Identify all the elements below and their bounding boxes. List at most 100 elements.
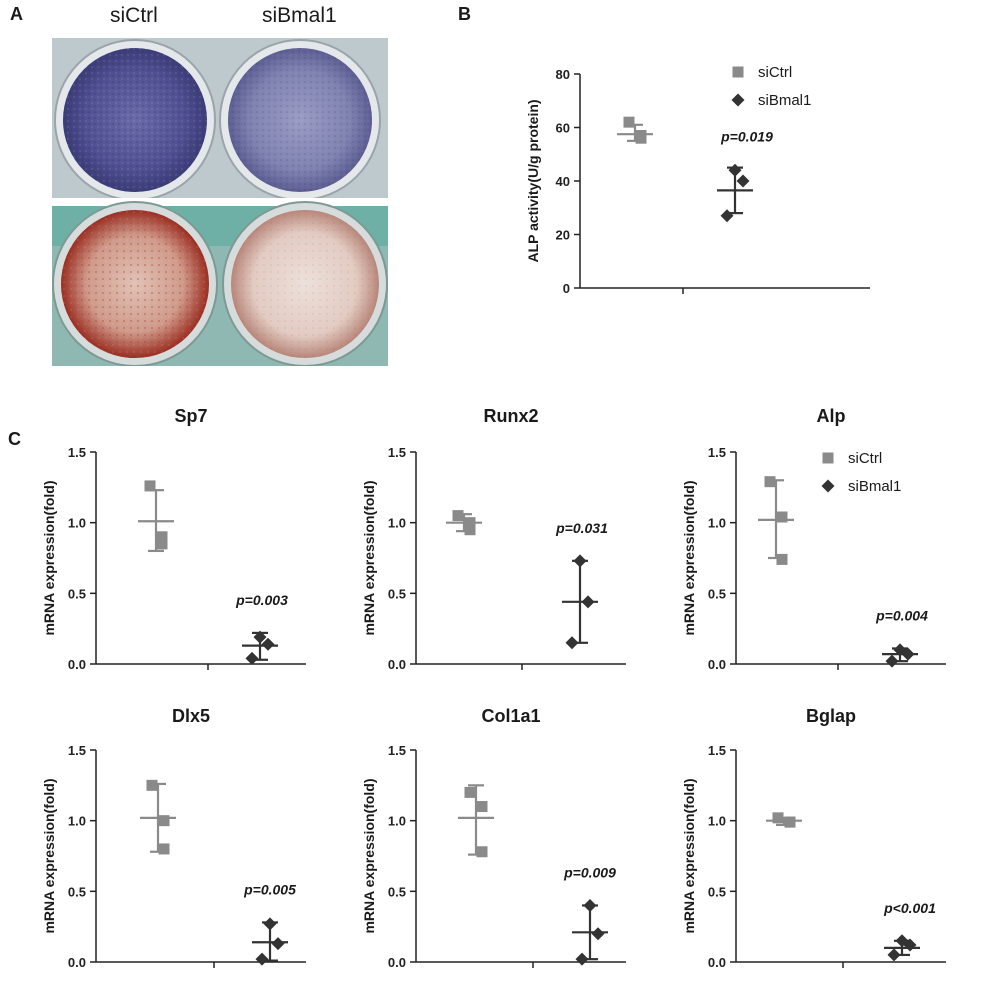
- y-tick-label: 0.5: [68, 884, 86, 899]
- data-point: [476, 801, 488, 813]
- data-point: [158, 843, 170, 855]
- data-point: [635, 130, 647, 142]
- data-point: [776, 511, 788, 523]
- data-point: [583, 898, 597, 912]
- data-point: [887, 948, 901, 962]
- data-point: [144, 480, 156, 492]
- chart-title: Alp: [817, 406, 846, 426]
- y-axis-label: mRNA expression(fold): [41, 778, 57, 933]
- y-tick-label: 1.5: [708, 445, 726, 460]
- y-tick-label: 0.5: [388, 884, 406, 899]
- panel-letter-c: C: [8, 429, 21, 449]
- data-point: [776, 553, 788, 565]
- data-point: [263, 917, 277, 931]
- p-value-label: p=0.031: [555, 520, 608, 536]
- panel-letter-a: A: [10, 4, 23, 24]
- legend-label: siCtrl: [758, 64, 792, 81]
- y-tick-label: 0.5: [708, 884, 726, 899]
- data-point: [573, 554, 587, 568]
- data-point: [772, 812, 784, 824]
- data-point: [581, 595, 595, 609]
- culture-wells-photo: [52, 38, 388, 366]
- legend-marker: [731, 93, 745, 107]
- culture-wells-image: [52, 38, 388, 366]
- chart-title: Col1a1: [481, 706, 540, 726]
- p-value-label: p=0.019: [720, 129, 773, 145]
- y-tick-label: 1.0: [68, 516, 86, 531]
- p-value-label: p=0.004: [875, 607, 928, 623]
- chart-sp7: Sp7 0.0 0.5 1.0 1.5 mRNA expression(fold) p=0.…: [41, 406, 306, 672]
- chart-title: Runx2: [483, 406, 538, 426]
- y-tick-label: 0.5: [388, 586, 406, 601]
- y-tick-label: 1.5: [708, 743, 726, 758]
- y-axis-label: mRNA expression(fold): [681, 480, 697, 635]
- y-tick-label: 0.5: [68, 586, 86, 601]
- y-tick-label: 0.0: [388, 657, 406, 672]
- data-point: [885, 654, 899, 668]
- y-tick-label: 0.0: [708, 657, 726, 672]
- y-tick-label: 1.0: [708, 814, 726, 829]
- y-tick-label: 0.0: [68, 955, 86, 970]
- p-value-label: p<0.001: [883, 900, 936, 916]
- data-point: [146, 779, 158, 791]
- y-tick-label: 1.0: [68, 814, 86, 829]
- y-tick-label: 80: [556, 67, 570, 82]
- data-point: [156, 538, 168, 550]
- legend-label: siBmal1: [758, 92, 811, 109]
- data-point: [901, 647, 915, 661]
- y-tick-label: 20: [556, 228, 570, 243]
- data-point: [261, 637, 275, 651]
- data-point: [623, 116, 635, 128]
- p-value-label: p=0.005: [243, 881, 296, 897]
- y-axis-label: ALP activity(U/g protein): [525, 99, 541, 262]
- legend-label: siBmal1: [848, 478, 901, 495]
- y-axis-label: mRNA expression(fold): [361, 778, 377, 933]
- data-point: [720, 209, 734, 223]
- y-tick-label: 1.5: [388, 445, 406, 460]
- chart-bglap: Bglap 0.0 0.5 1.0 1.5 mRNA expression(fold) p<…: [681, 706, 946, 970]
- y-tick-label: 0.0: [388, 955, 406, 970]
- p-value-label: p=0.003: [235, 592, 288, 608]
- y-tick-label: 0.0: [708, 955, 726, 970]
- data-point: [736, 174, 750, 188]
- y-tick-label: 1.0: [388, 814, 406, 829]
- photo-label-sibmal1: siBmal1: [262, 4, 337, 27]
- data-point: [253, 630, 267, 644]
- y-tick-label: 0.5: [708, 586, 726, 601]
- y-tick-label: 1.5: [68, 743, 86, 758]
- y-tick-label: 40: [556, 174, 570, 189]
- data-point: [728, 163, 742, 177]
- chart-title: Dlx5: [172, 706, 210, 726]
- p-value-label: p=0.009: [563, 864, 616, 880]
- data-point: [575, 952, 589, 966]
- data-point: [452, 510, 464, 522]
- y-axis-label: mRNA expression(fold): [681, 778, 697, 933]
- legend-label: siCtrl: [848, 450, 882, 467]
- data-point: [464, 524, 476, 536]
- y-tick-label: 1.5: [68, 445, 86, 460]
- data-point: [565, 636, 579, 650]
- data-point: [255, 952, 269, 966]
- chart-title: Bglap: [806, 706, 856, 726]
- legend-marker: [732, 66, 744, 78]
- data-point: [245, 651, 259, 665]
- y-tick-label: 1.0: [708, 516, 726, 531]
- y-tick-label: 60: [556, 121, 570, 136]
- chart-col1a1: Col1a1 0.0 0.5 1.0 1.5 mRNA expression(fold) p…: [361, 706, 626, 970]
- y-tick-label: 1.0: [388, 516, 406, 531]
- data-point: [158, 815, 170, 827]
- legend-marker: [822, 452, 834, 464]
- data-point: [784, 816, 796, 828]
- legend-marker: [821, 479, 835, 493]
- data-point: [764, 476, 776, 488]
- data-point: [476, 846, 488, 858]
- data-point: [156, 531, 168, 543]
- y-tick-label: 1.5: [388, 743, 406, 758]
- photo-label-sictrl: siCtrl: [110, 4, 158, 27]
- y-tick-label: 0.0: [68, 657, 86, 672]
- chart-alp: Alp 0.0 0.5 1.0 1.5 mRNA expression(fold) p=0.…: [681, 406, 946, 672]
- panel-letter-b: B: [458, 4, 471, 24]
- y-axis-label: mRNA expression(fold): [361, 480, 377, 635]
- y-axis-label: mRNA expression(fold): [41, 480, 57, 635]
- chart-title: Sp7: [174, 406, 207, 426]
